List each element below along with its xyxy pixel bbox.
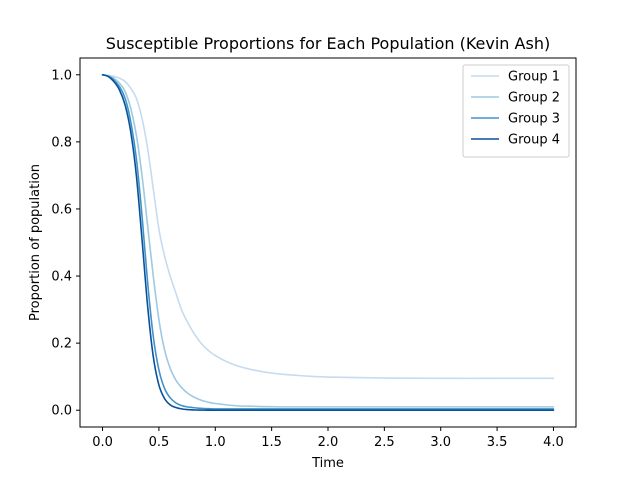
legend-label: Group 4 (508, 133, 560, 148)
legend-label: Group 1 (508, 70, 560, 85)
x-axis-ticks: 0.0 0.5 1.0 1.5 2.0 2.5 3.0 3.5 4.0 (92, 427, 564, 450)
y-tick-label: 0.6 (51, 202, 72, 217)
legend-label: Group 3 (508, 112, 560, 127)
y-tick-label: 0.8 (51, 135, 72, 150)
series-line-4 (101, 73, 555, 412)
x-tick-label: 3.0 (430, 435, 451, 450)
x-tick-label: 1.0 (205, 435, 226, 450)
x-tick-label: 3.5 (487, 435, 508, 450)
x-tick-label: 2.0 (318, 435, 339, 450)
x-tick-label: 4.0 (543, 435, 564, 450)
x-tick-label: 2.5 (374, 435, 395, 450)
y-axis-ticks: 0.0 0.2 0.4 0.6 0.8 1.0 (51, 68, 80, 419)
series-line-3 (101, 73, 555, 410)
y-tick-label: 0.4 (51, 270, 72, 285)
x-tick-label: 1.5 (261, 435, 282, 450)
legend-frame (462, 64, 570, 158)
series-line-1 (101, 73, 555, 380)
x-tick-label: 0.0 (92, 435, 113, 450)
legend: Group 1 Group 2 Group 3 Group 4 (462, 64, 570, 158)
y-tick-label: 0.2 (51, 337, 72, 352)
x-axis-label: Time (311, 456, 344, 471)
x-tick-label: 0.5 (149, 435, 170, 450)
y-axis-label: Proportion of population (28, 164, 43, 321)
chart-title: Susceptible Proportions for Each Populat… (106, 34, 550, 53)
y-tick-label: 1.0 (51, 68, 72, 83)
series-line-2 (101, 73, 555, 408)
y-tick-label: 0.0 (51, 404, 72, 419)
legend-label: Group 2 (508, 91, 560, 106)
series-layer (101, 73, 555, 412)
